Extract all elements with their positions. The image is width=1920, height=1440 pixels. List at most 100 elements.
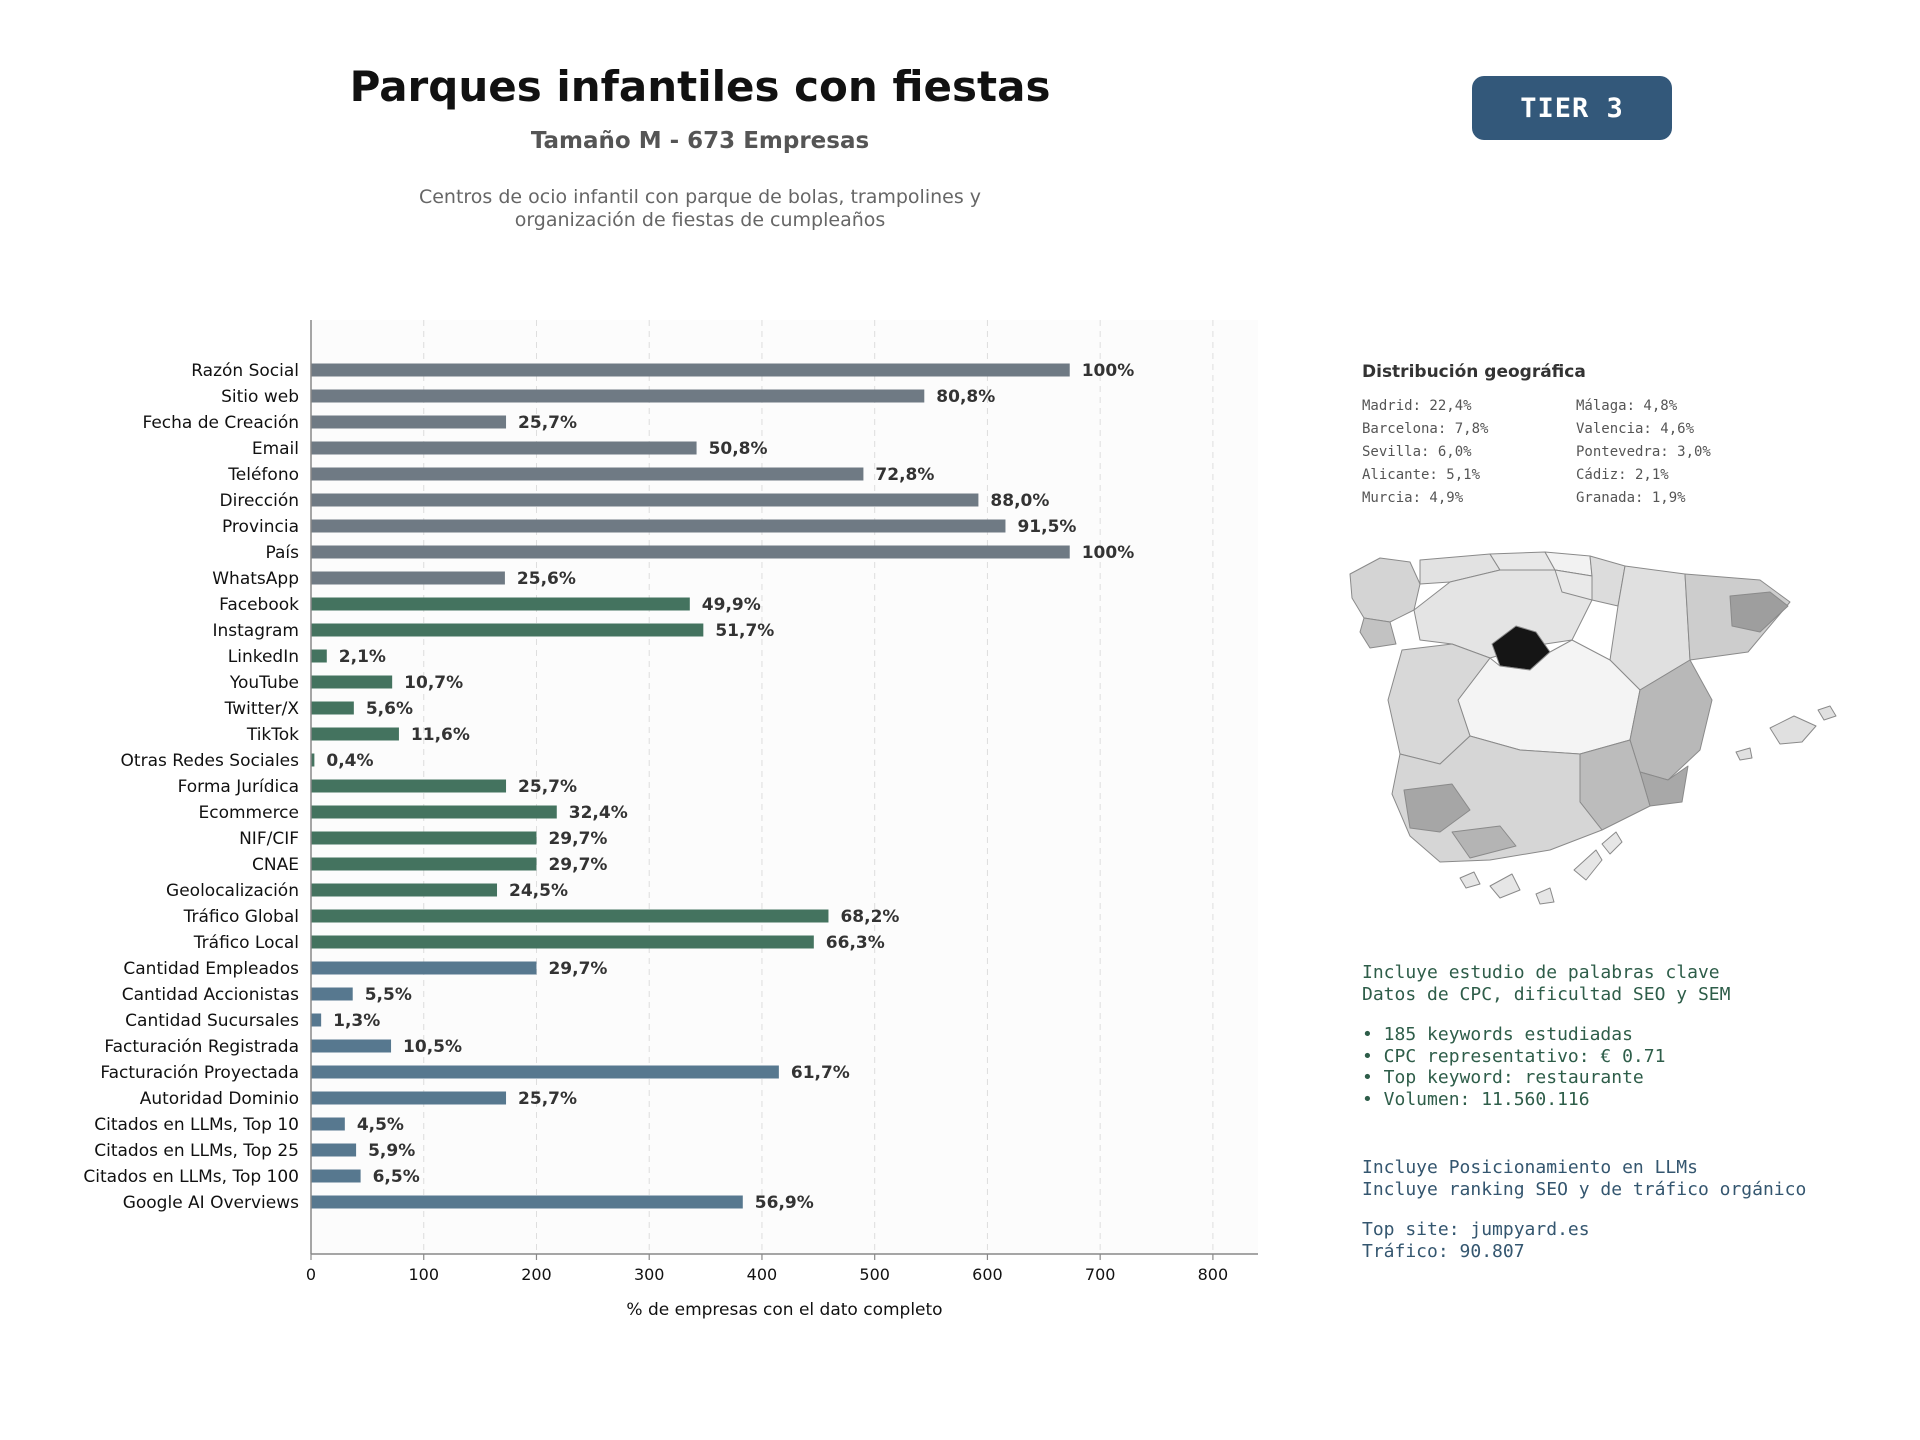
category-label: Cantidad Empleados — [123, 959, 299, 979]
geo-item: Granada: 1,9% — [1576, 490, 1686, 506]
keywords-bullet: • Top keyword: restaurante — [1362, 1067, 1644, 1088]
llm-line: Incluye ranking SEO y de tráfico orgánic… — [1362, 1178, 1807, 1200]
category-label: Sitio web — [221, 387, 299, 407]
map-region-canary-1 — [1459, 871, 1481, 889]
data-label: 61,7% — [791, 1063, 850, 1083]
data-label: 56,9% — [755, 1193, 814, 1213]
data-label: 29,7% — [548, 959, 607, 979]
x-tick-label: 600 — [972, 1265, 1003, 1284]
data-label: 29,7% — [548, 829, 607, 849]
data-label: 2,1% — [339, 647, 386, 667]
bar — [311, 883, 498, 897]
keywords-line: Incluye estudio de palabras clave — [1362, 962, 1720, 983]
map-region-canary-3 — [1535, 887, 1555, 905]
x-tick-label: 500 — [859, 1265, 890, 1284]
category-label: Dirección — [220, 491, 299, 511]
bar — [311, 779, 507, 793]
data-label: 25,7% — [518, 413, 577, 433]
category-label: Teléfono — [227, 465, 299, 485]
category-label: Forma Jurídica — [178, 777, 299, 797]
bar — [311, 1169, 361, 1183]
bar — [311, 1039, 392, 1053]
bar — [311, 415, 507, 429]
bar — [311, 467, 864, 481]
category-label: Cantidad Sucursales — [125, 1011, 299, 1031]
category-label: Google AI Overviews — [123, 1193, 299, 1213]
bar — [311, 389, 925, 403]
llm-traffic: Tráfico: 90.807 — [1362, 1240, 1525, 1262]
geo-item: Barcelona: 7,8% — [1362, 421, 1489, 437]
completeness-bar-chart: Razón Social 100% Sitio web 80,8% Fecha de C… — [83, 320, 1258, 1320]
llm-top-site: Top site: jumpyard.es — [1362, 1219, 1590, 1240]
bar — [311, 935, 814, 949]
tier-badge: TIER 3 — [1472, 76, 1672, 140]
map-region-canary-4 — [1573, 849, 1603, 881]
data-label: 24,5% — [509, 881, 568, 901]
category-label: Otras Redes Sociales — [121, 751, 300, 771]
x-tick-label: 700 — [1085, 1265, 1116, 1284]
x-tick-label: 100 — [408, 1265, 439, 1284]
bar — [311, 1065, 779, 1079]
x-tick-label: 800 — [1198, 1265, 1229, 1284]
category-label: Email — [252, 439, 299, 459]
keywords-info: Incluye estudio de palabras clave Datos … — [1362, 962, 1882, 1110]
bar — [311, 363, 1070, 377]
category-label: YouTube — [229, 673, 299, 693]
data-label: 5,6% — [366, 699, 413, 719]
geo-item: Madrid: 22,4% — [1362, 398, 1472, 414]
data-label: 68,2% — [840, 907, 899, 927]
map-region-balearic-2 — [1817, 705, 1837, 721]
category-label: Geolocalización — [166, 881, 299, 901]
data-label: 4,5% — [357, 1115, 404, 1135]
geo-item: Valencia: 4,6% — [1576, 421, 1695, 437]
map-region-canary-5 — [1601, 831, 1623, 855]
map-region-malaga — [1451, 825, 1517, 859]
bar — [311, 727, 399, 741]
category-label: Razón Social — [191, 361, 299, 381]
bar — [311, 1143, 357, 1157]
category-label: LinkedIn — [228, 647, 299, 667]
category-label: CNAE — [252, 855, 299, 875]
category-label: Twitter/X — [224, 699, 300, 719]
bar — [311, 597, 690, 611]
map-region-barcelona — [1729, 591, 1789, 633]
geo-distribution-list: Madrid: 22,4% Málaga: 4,8% Barcelona: 7,… — [1362, 398, 1782, 506]
page-subtitle: Tamaño M - 673 Empresas — [530, 128, 870, 154]
category-label: Tráfico Local — [193, 933, 299, 953]
category-label: Citados en LLMs, Top 10 — [94, 1115, 299, 1135]
x-tick-label: 0 — [306, 1265, 316, 1284]
data-label: 51,7% — [715, 621, 774, 641]
bar — [311, 623, 704, 637]
bar — [311, 1091, 507, 1105]
data-label: 11,6% — [411, 725, 470, 745]
bar — [311, 909, 829, 923]
llm-line: Incluye Posicionamiento en LLMs — [1362, 1157, 1698, 1178]
data-label: 25,7% — [518, 777, 577, 797]
x-tick-label: 200 — [521, 1265, 552, 1284]
data-label: 0,4% — [326, 751, 373, 771]
bar — [311, 753, 315, 767]
data-label: 32,4% — [569, 803, 628, 823]
data-label: 88,0% — [990, 491, 1049, 511]
x-tick-label: 400 — [747, 1265, 778, 1284]
data-label: 29,7% — [548, 855, 607, 875]
map-region-sevilla — [1403, 783, 1471, 833]
map-region-castilla-leon — [1413, 569, 1593, 659]
data-label: 25,7% — [518, 1089, 577, 1109]
map-region-balearic-1 — [1769, 715, 1817, 745]
geo-item: Málaga: 4,8% — [1576, 398, 1678, 414]
bar — [311, 1117, 345, 1131]
category-label: Facebook — [219, 595, 299, 615]
bar — [311, 441, 697, 455]
category-label: Cantidad Accionistas — [122, 985, 299, 1005]
data-label: 80,8% — [936, 387, 995, 407]
data-label: 66,3% — [826, 933, 885, 953]
page-description: Centros de ocio infantil con parque de b… — [300, 186, 1100, 232]
geo-item: Murcia: 4,9% — [1362, 490, 1464, 506]
data-label: 1,3% — [333, 1011, 380, 1031]
category-label: Ecommerce — [199, 803, 300, 823]
map-region-navarra — [1589, 555, 1626, 607]
category-label: Facturación Proyectada — [100, 1063, 299, 1083]
category-label: WhatsApp — [212, 569, 299, 589]
keywords-bullet: • 185 keywords estudiadas — [1362, 1024, 1633, 1045]
